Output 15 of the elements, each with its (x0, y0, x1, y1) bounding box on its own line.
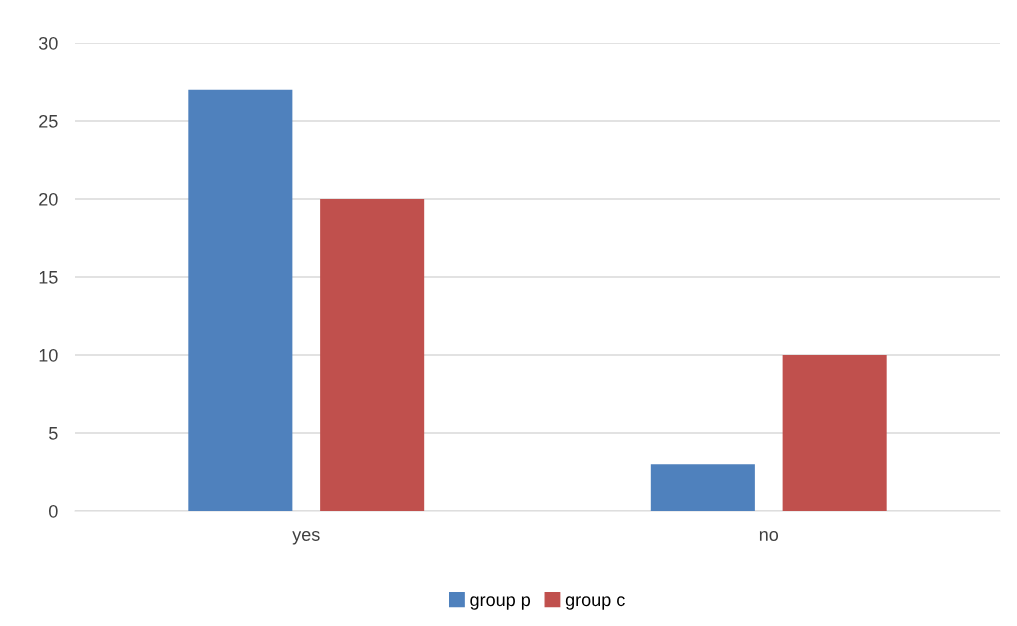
y-tick-label: 5 (49, 427, 58, 440)
y-tick-label: 10 (39, 348, 58, 362)
y-tick-label: 20 (39, 192, 58, 206)
legend-label: group p (470, 596, 531, 610)
bar (650, 464, 755, 511)
y-tick-label: 15 (39, 271, 58, 284)
y-tick-label: 0 (49, 504, 58, 518)
y-tick-label: 30 (38, 36, 58, 50)
y-tick-label: 25 (39, 114, 58, 128)
bar (782, 355, 887, 511)
bar (320, 199, 425, 511)
legend-label: group c (565, 596, 625, 610)
x-tick-label: yes (292, 531, 320, 545)
bar (188, 89, 293, 511)
x-tick-label: no (759, 531, 779, 541)
